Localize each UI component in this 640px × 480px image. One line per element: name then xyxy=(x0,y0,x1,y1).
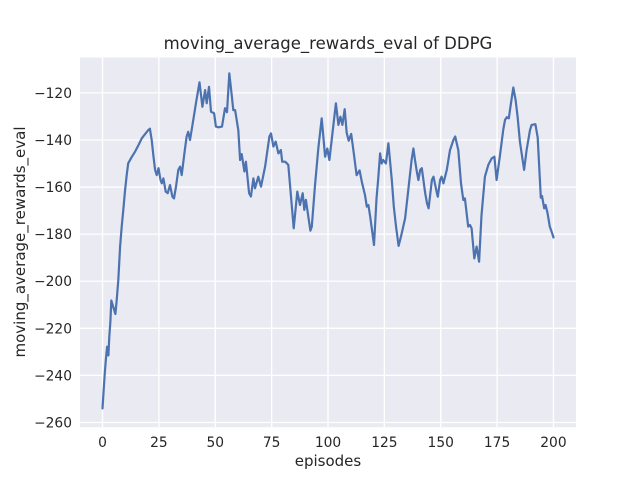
x-tick-label: 25 xyxy=(150,435,168,451)
y-axis-label: moving_average_rewards_eval xyxy=(11,127,30,358)
y-tick-label: −200 xyxy=(34,274,72,290)
y-tick-label: −220 xyxy=(34,321,72,337)
x-tick-label: 0 xyxy=(98,435,107,451)
y-tick-label: −240 xyxy=(34,368,72,384)
chart-title: moving_average_rewards_eval of DDPG xyxy=(164,34,493,54)
x-tick-label: 75 xyxy=(263,435,281,451)
x-tick-label: 175 xyxy=(484,435,510,451)
y-tick-label: −140 xyxy=(34,133,72,149)
x-tick-label: 200 xyxy=(540,435,566,451)
x-tick-label: 125 xyxy=(371,435,397,451)
x-tick-label: 50 xyxy=(206,435,224,451)
tick-layer: 0 25 50 75 100 125 150 175 200 −120 −140 −160 −180 −2… xyxy=(34,86,567,451)
y-tick-label: −260 xyxy=(34,415,72,431)
y-tick-label: −120 xyxy=(34,86,72,102)
x-axis-label: episodes xyxy=(295,452,362,470)
y-tick-label: −160 xyxy=(34,180,72,196)
x-tick-label: 150 xyxy=(428,435,454,451)
x-tick-label: 100 xyxy=(315,435,341,451)
reward-line-series xyxy=(101,72,555,410)
y-tick-label: −180 xyxy=(34,227,72,243)
